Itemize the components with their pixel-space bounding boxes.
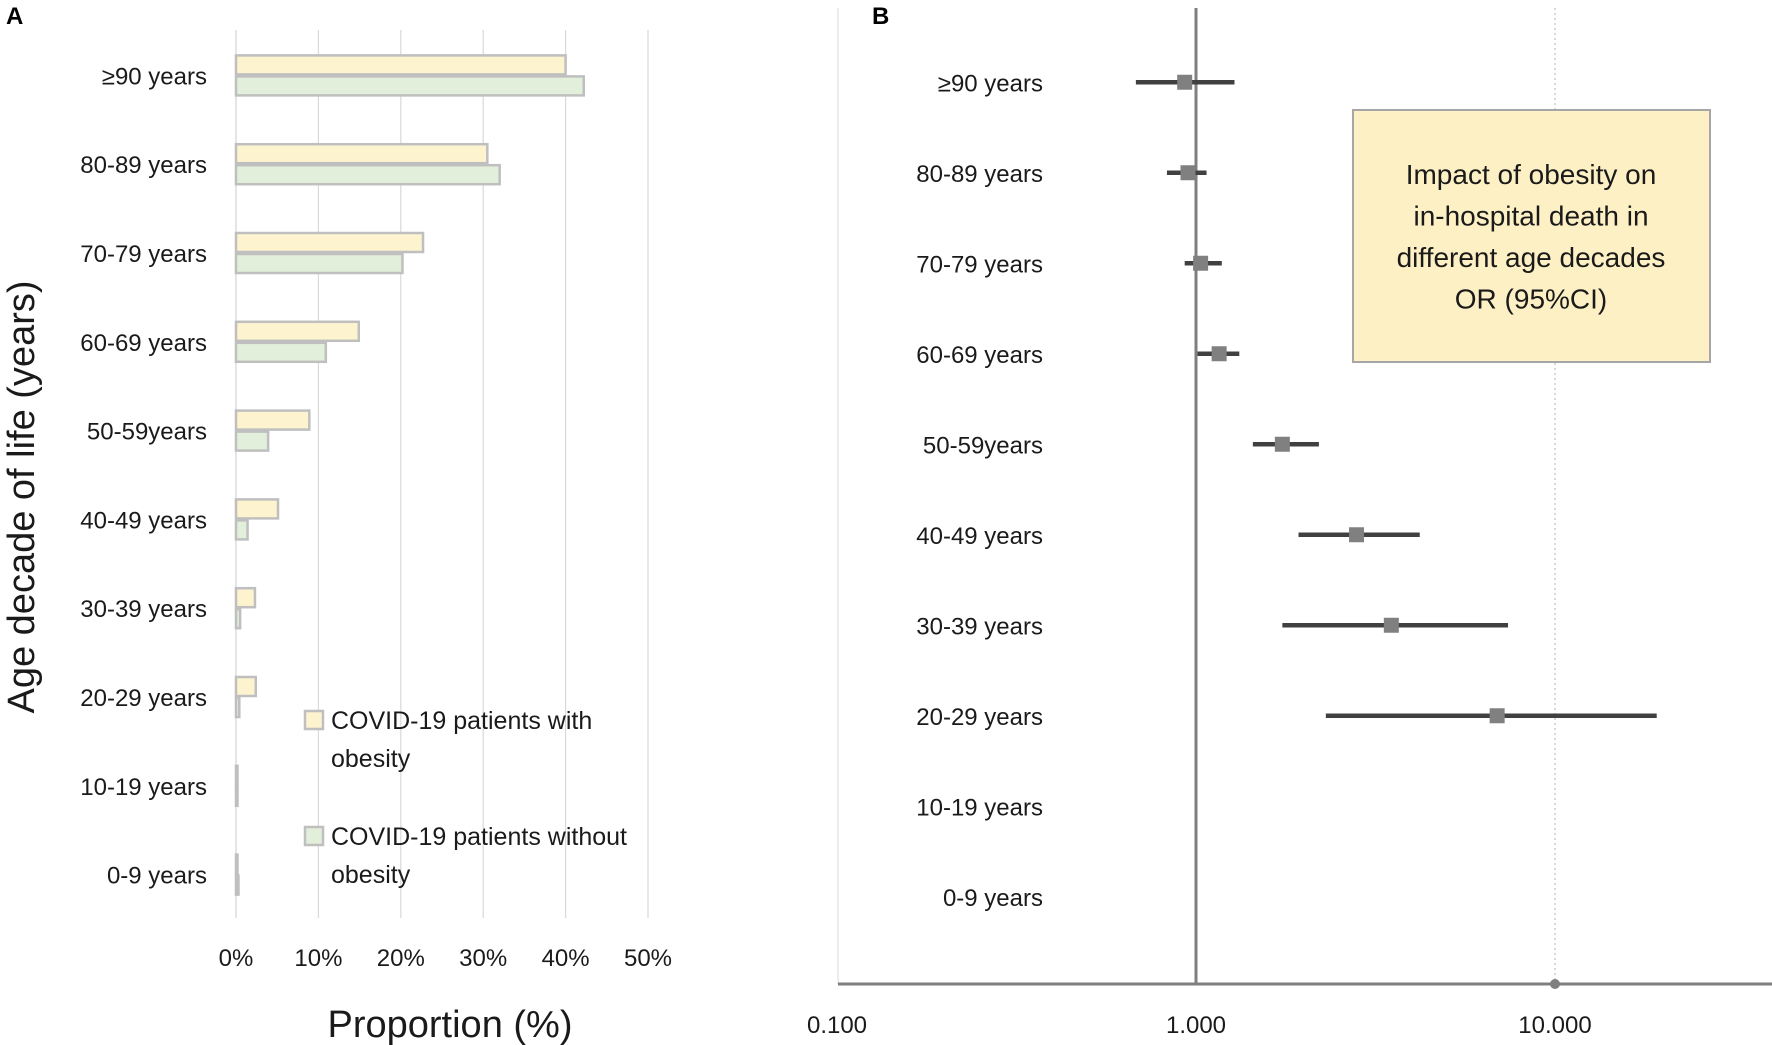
- category-label-80-89-years: 80-89 years: [80, 152, 207, 179]
- x-tick-label-0: 0%: [219, 945, 254, 972]
- annotation-line-2: in-hospital death in: [1413, 201, 1648, 232]
- or-point-30-39-years: [1383, 617, 1399, 633]
- panel-b-annotation-box: Impact of obesity on in-hospital death in…: [1352, 109, 1711, 363]
- legend-label-without-obesity-line2: obesity: [331, 861, 411, 889]
- legend-label-without-obesity-line1: COVID-19 patients without: [331, 823, 627, 851]
- panel-a-x-axis-title: Proportion (%): [328, 1004, 573, 1045]
- category-label-70-79-years: 70-79 years: [916, 251, 1043, 278]
- or-point-80-89-years: [1180, 165, 1196, 181]
- bar-with-obesity-ge90-years: [234, 54, 567, 76]
- bar-with-obesity-70-79-years: [234, 231, 425, 254]
- bar-with-obesity-60-69-years: [234, 320, 361, 343]
- category-label-80-89-years: 80-89 years: [916, 161, 1043, 188]
- or-point-40-49-years: [1349, 527, 1365, 543]
- annotation-line-3: different age decades: [1397, 242, 1666, 273]
- annotation-box-background: [1352, 109, 1711, 363]
- x-tick-label-20: 20%: [377, 945, 425, 972]
- category-label-40-49-years: 40-49 years: [80, 507, 207, 534]
- panel-a-y-axis-title: Age decade of life (years): [1, 280, 43, 713]
- category-label-40-49-years: 40-49 years: [916, 523, 1043, 550]
- x-tick-label-10.000: 10.000: [1518, 1012, 1591, 1039]
- x-tick-label-50: 50%: [624, 945, 672, 972]
- bar-without-obesity-0-9-years: [234, 874, 240, 896]
- or-point-50-59years: [1274, 436, 1290, 452]
- legend-label-with-obesity-line1: COVID-19 patients with: [331, 707, 592, 735]
- legend-swatch-without-obesity: [303, 825, 325, 847]
- x-tick-label-30: 30%: [459, 945, 507, 972]
- category-label-0-9-years: 0-9 years: [107, 863, 207, 890]
- bar-without-obesity-30-39-years: [234, 607, 242, 630]
- bar-with-obesity-10-19-years: [234, 764, 239, 787]
- legend-swatch-with-obesity: [303, 709, 325, 731]
- bar-without-obesity-10-19-years: [234, 785, 239, 808]
- category-label-30-39-years: 30-39 years: [80, 596, 207, 623]
- category-label-30-39-years: 30-39 years: [916, 613, 1043, 640]
- category-label-50-59years: 50-59years: [923, 432, 1043, 459]
- panel-a-letter: A: [6, 3, 23, 30]
- x-tick-label-1.000: 1.000: [1166, 1012, 1226, 1039]
- category-label-10-19-years: 10-19 years: [80, 774, 207, 801]
- panel-a-bars: [234, 54, 585, 896]
- panel-a-category-labels: ≥90 years 80-89 years 70-79 years 60-69 yea…: [80, 63, 207, 889]
- category-label-70-79-years: 70-79 years: [80, 241, 207, 268]
- category-label-0-9-years: 0-9 years: [943, 885, 1043, 912]
- x-tick-label-40: 40%: [542, 945, 590, 972]
- legend-label-with-obesity-line2: obesity: [331, 745, 411, 773]
- category-label-60-69-years: 60-69 years: [916, 342, 1043, 369]
- panel-b-category-labels: ≥90 years 80-89 years 70-79 years 60-69 yea…: [916, 70, 1043, 912]
- bar-with-obesity-50-59years: [234, 409, 311, 431]
- annotation-line-1: Impact of obesity on: [1406, 159, 1657, 190]
- category-label-ge90-years: ≥90 years: [938, 70, 1043, 97]
- x-tick-label-10: 10%: [294, 945, 342, 972]
- x-tick-label-0.100: 0.100: [807, 1012, 867, 1039]
- bar-with-obesity-30-39-years: [234, 586, 257, 609]
- or-point-70-79-years: [1193, 255, 1209, 271]
- category-label-10-19-years: 10-19 years: [916, 794, 1043, 821]
- or-point-60-69-years: [1211, 346, 1227, 362]
- panel-a-tick-labels: 0% 10% 20% 30% 40% 50%: [219, 945, 672, 972]
- panel-b-letter: B: [872, 3, 889, 30]
- category-label-60-69-years: 60-69 years: [80, 330, 207, 357]
- x-axis-marker-10: [1550, 979, 1560, 989]
- category-label-50-59years: 50-59years: [87, 419, 207, 446]
- bar-with-obesity-40-49-years: [234, 498, 280, 520]
- panel-b-forest-marks: [1135, 74, 1657, 724]
- bar-without-obesity-70-79-years: [234, 252, 404, 275]
- bar-without-obesity-60-69-years: [234, 341, 328, 364]
- bar-without-obesity-50-59years: [234, 430, 270, 452]
- bar-with-obesity-20-29-years: [234, 675, 258, 698]
- bar-without-obesity-40-49-years: [234, 519, 249, 541]
- bar-without-obesity-20-29-years: [234, 696, 241, 719]
- bar-without-obesity-80-89-years: [234, 163, 501, 186]
- bar-without-obesity-ge90-years: [234, 75, 585, 97]
- category-label-20-29-years: 20-29 years: [916, 704, 1043, 731]
- annotation-line-4: OR (95%CI): [1455, 284, 1607, 315]
- bar-with-obesity-0-9-years: [234, 853, 239, 875]
- panel-a-legend: COVID-19 patients with obesity COVID-19 pa…: [303, 707, 627, 889]
- or-point-20-29-years: [1489, 708, 1505, 724]
- or-point-ge90-years: [1177, 74, 1193, 90]
- panel-b-tick-labels: 0.100 1.000 10.000: [807, 1012, 1592, 1039]
- category-label-ge90-years: ≥90 years: [102, 63, 207, 90]
- category-label-20-29-years: 20-29 years: [80, 685, 207, 712]
- bar-with-obesity-80-89-years: [234, 142, 489, 165]
